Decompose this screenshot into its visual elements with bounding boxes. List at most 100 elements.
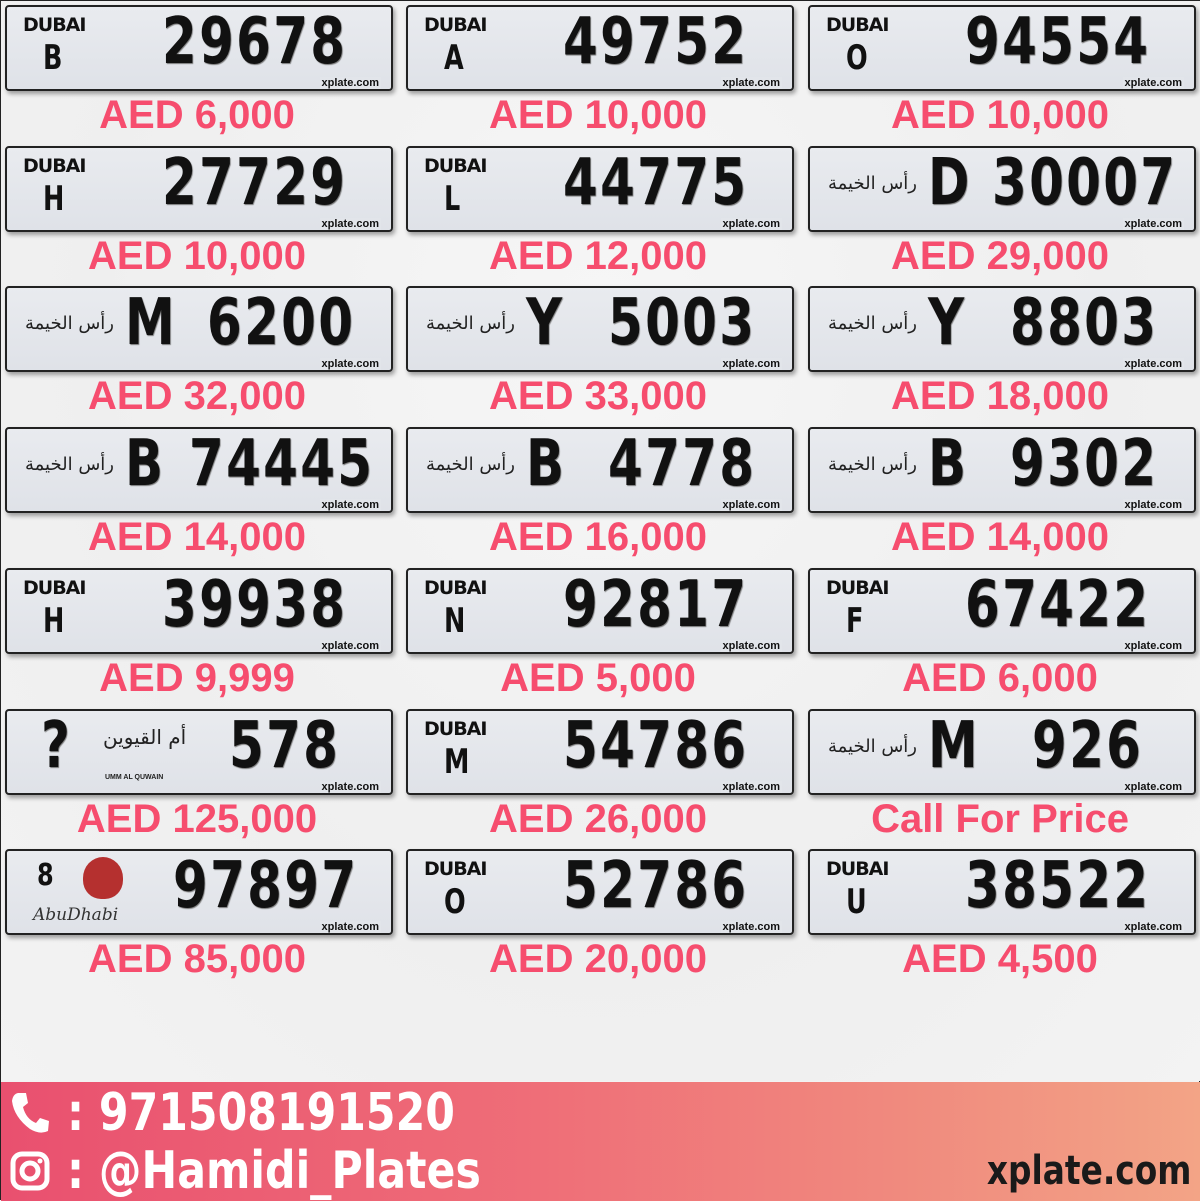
plate-price: Call For Price <box>871 796 1129 841</box>
plate-watermark: xplate.com <box>1122 217 1184 230</box>
plate-price: AED 12,000 <box>489 233 707 278</box>
plate-listing[interactable]: DUBAI M 54786 xplate.com AED 26,000 <box>406 708 794 849</box>
plate-number: 44775 <box>563 145 749 220</box>
plate-number: 67422 <box>965 567 1151 642</box>
plate-code: O <box>846 38 868 78</box>
license-plate: رأس الخيمة D 30007 xplate.com <box>808 145 1196 232</box>
phone-number[interactable]: : 971508191520 <box>67 1083 455 1143</box>
contact-footer: : 971508191520 : @Hamidi_Plates xplate.c… <box>1 1082 1200 1201</box>
plate-number: 30007 <box>992 145 1178 220</box>
plate-watermark: xplate.com <box>319 499 381 512</box>
plate-price: AED 85,000 <box>88 937 306 982</box>
plate-code: B <box>526 427 565 502</box>
plate-watermark: xplate.com <box>720 639 782 652</box>
plate-code: O <box>444 882 466 923</box>
rak-logo: رأس الخيمة <box>828 454 917 476</box>
plate-watermark: xplate.com <box>319 358 381 371</box>
plate-price: AED 18,000 <box>891 374 1109 419</box>
plate-watermark: xplate.com <box>1122 77 1184 89</box>
plate-code: L <box>444 178 461 219</box>
rak-logo: رأس الخيمة <box>828 172 917 194</box>
plate-listing[interactable]: DUBAI O 52786 xplate.com AED 20,000 <box>406 849 794 989</box>
plate-code: U <box>846 882 867 923</box>
plate-code: ? <box>41 708 70 783</box>
instagram-icon <box>7 1148 53 1194</box>
plate-code: B <box>43 38 63 78</box>
license-plate: DUBAI H 39938 xplate.com <box>5 567 393 654</box>
plate-price: AED 26,000 <box>489 796 707 841</box>
plate-listing[interactable]: DUBAI F 67422 xplate.com AED 6,000 <box>808 567 1196 708</box>
plate-code: H <box>43 600 65 641</box>
instagram-handle[interactable]: : @Hamidi_Plates <box>67 1141 481 1201</box>
plate-listing[interactable]: DUBAI A 49752 xplate.com AED 10,000 <box>406 5 794 145</box>
plate-price: AED 10,000 <box>891 93 1109 137</box>
dubai-logo: DUBAI <box>23 14 86 36</box>
plate-code: M <box>444 741 470 782</box>
plate-code: F <box>846 600 864 641</box>
license-plate: رأس الخيمة Y 8803 xplate.com <box>808 286 1196 373</box>
plate-listing[interactable]: رأس الخيمة M 926 xplate.com Call For Price <box>808 708 1196 849</box>
license-plate: ? أم القيوين UMM AL QUWAIN 578 xplate.com <box>5 708 393 795</box>
license-plate: رأس الخيمة M 926 xplate.com <box>808 708 1196 795</box>
plate-listing[interactable]: DUBAI H 39938 xplate.com AED 9,999 <box>5 567 393 708</box>
plate-listing[interactable]: رأس الخيمة B 9302 xplate.com AED 14,000 <box>808 427 1196 567</box>
plate-number: 92817 <box>563 567 749 642</box>
uaq-subtitle: UMM AL QUWAIN <box>105 773 164 781</box>
plate-listing[interactable]: 8 AbuDhabi 97897 xplate.com AED 85,000 <box>5 849 393 989</box>
plate-watermark: xplate.com <box>720 358 782 371</box>
plate-code: D <box>928 145 970 220</box>
instagram-row: : @Hamidi_Plates <box>7 1144 572 1198</box>
plate-watermark: xplate.com <box>720 217 782 230</box>
abu-dhabi-emblem-icon <box>83 857 123 900</box>
plate-watermark: xplate.com <box>1122 639 1184 652</box>
dubai-logo: DUBAI <box>826 576 889 599</box>
plate-listing[interactable]: DUBAI H 27729 xplate.com AED 10,000 <box>5 145 393 286</box>
license-plate: رأس الخيمة B 74445 xplate.com <box>5 427 393 514</box>
plate-number: 54786 <box>563 708 749 783</box>
plate-code: B <box>928 427 967 502</box>
dubai-logo: DUBAI <box>23 154 86 177</box>
license-plate: 8 AbuDhabi 97897 xplate.com <box>5 849 393 936</box>
plate-listing[interactable]: DUBAI O 94554 xplate.com AED 10,000 <box>808 5 1196 145</box>
plate-price: AED 125,000 <box>76 796 318 841</box>
uaq-logo: أم القيوين <box>103 724 187 749</box>
plate-price: AED 5,000 <box>500 655 696 700</box>
phone-row: : 971508191520 <box>7 1086 540 1140</box>
plate-price: AED 10,000 <box>88 233 306 278</box>
plate-price: AED 10,000 <box>489 93 707 137</box>
plate-watermark: xplate.com <box>720 77 782 89</box>
plate-listing[interactable]: رأس الخيمة Y 8803 xplate.com AED 18,000 <box>808 286 1196 426</box>
plate-listing[interactable]: DUBAI B 29678 xplate.com AED 6,000 <box>5 5 393 145</box>
plate-code: M <box>125 286 175 361</box>
plate-number: 94554 <box>965 5 1151 79</box>
license-plate: DUBAI A 49752 xplate.com <box>406 5 794 91</box>
plate-watermark: xplate.com <box>319 77 381 89</box>
plate-listing[interactable]: DUBAI L 44775 xplate.com AED 12,000 <box>406 145 794 286</box>
dubai-logo: DUBAI <box>424 576 487 599</box>
plate-watermark: xplate.com <box>319 639 381 652</box>
plate-listing[interactable]: رأس الخيمة M 6200 xplate.com AED 32,000 <box>5 286 393 426</box>
plate-listing[interactable]: ? أم القيوين UMM AL QUWAIN 578 xplate.com AED… <box>5 708 393 849</box>
plate-listing[interactable]: رأس الخيمة D 30007 xplate.com AED 29,000 <box>808 145 1196 286</box>
plate-number: 74445 <box>189 427 375 502</box>
plates-grid: DUBAI B 29678 xplate.com AED 6,000 DUBAI A 4975… <box>1 1 1200 1081</box>
dubai-logo: DUBAI <box>23 576 86 599</box>
plate-listing[interactable]: رأس الخيمة Y 5003 xplate.com AED 33,000 <box>406 286 794 426</box>
plate-number: 4778 <box>608 427 757 502</box>
plate-listing[interactable]: رأس الخيمة B 74445 xplate.com AED 14,000 <box>5 427 393 567</box>
plate-watermark: xplate.com <box>720 921 782 934</box>
plate-listing[interactable]: DUBAI U 38522 xplate.com AED 4,500 <box>808 849 1196 989</box>
plate-price: AED 9,999 <box>99 655 295 700</box>
license-plate: DUBAI M 54786 xplate.com <box>406 708 794 795</box>
plate-watermark: xplate.com <box>1122 921 1184 934</box>
license-plate: رأس الخيمة Y 5003 xplate.com <box>406 286 794 373</box>
plate-price: AED 32,000 <box>88 374 306 419</box>
plate-watermark: xplate.com <box>720 780 782 793</box>
site-name[interactable]: xplate.com <box>986 1148 1191 1194</box>
dubai-logo: DUBAI <box>424 717 487 740</box>
plate-price: AED 33,000 <box>489 374 707 419</box>
plate-listing[interactable]: رأس الخيمة B 4778 xplate.com AED 16,000 <box>406 427 794 567</box>
dubai-logo: DUBAI <box>826 858 889 881</box>
plate-watermark: xplate.com <box>319 780 381 793</box>
plate-listing[interactable]: DUBAI N 92817 xplate.com AED 5,000 <box>406 567 794 708</box>
